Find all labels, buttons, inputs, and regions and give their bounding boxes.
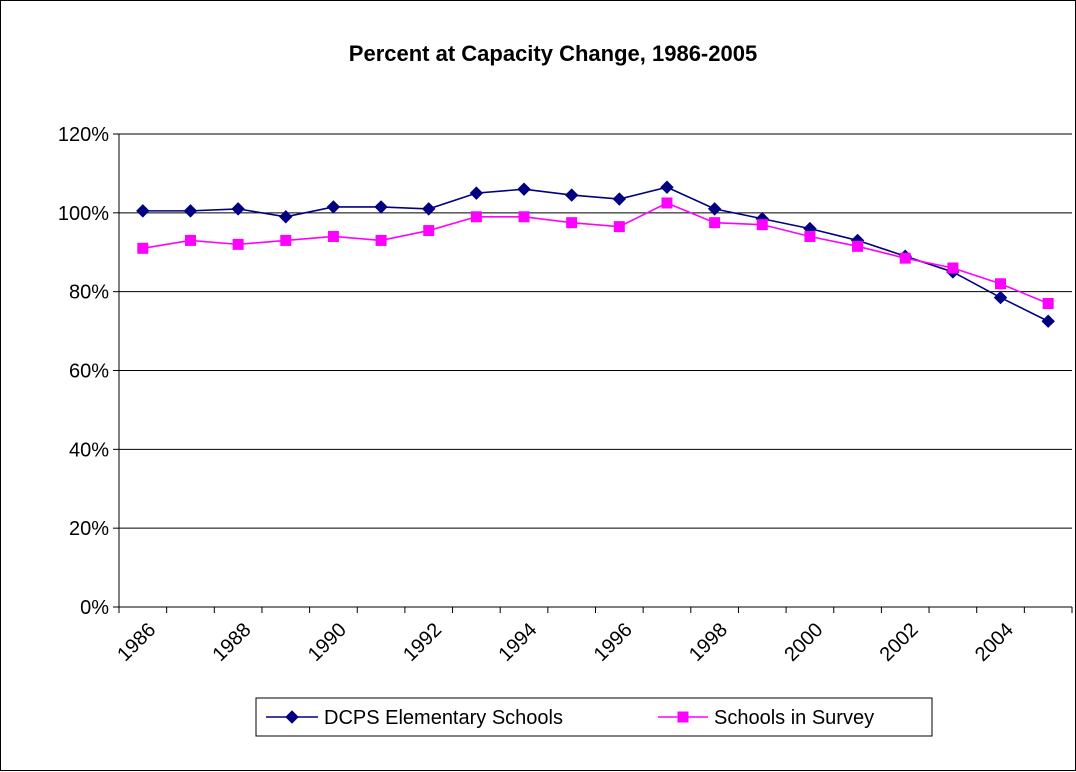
- data-point: [612, 192, 627, 206]
- series-line: [142, 202, 1049, 305]
- data-point: [947, 262, 959, 274]
- y-tick-label: 60%: [69, 361, 109, 383]
- legend-label: DCPS Elementary Schools: [324, 707, 563, 729]
- y-tick-label: 40%: [69, 439, 109, 461]
- x-axis-ticks: 1986 1988 1990 1992 1994 1996 1998 2000 2002 2004: [113, 607, 1073, 666]
- x-tick-label: 1994: [494, 619, 541, 666]
- x-tick-label: 2004: [971, 619, 1018, 666]
- y-tick-label: 20%: [69, 518, 109, 540]
- legend-entry: DCPS Elementary Schools: [266, 707, 563, 729]
- legend-marker: [285, 710, 299, 724]
- y-tick-label: 0%: [80, 597, 109, 619]
- data-point: [852, 240, 864, 252]
- y-tick-label: 100%: [58, 203, 109, 225]
- chart-title: Percent at Capacity Change, 1986-2005: [349, 41, 757, 66]
- legend-marker: [677, 711, 689, 723]
- data-point: [279, 210, 293, 224]
- data-point: [899, 252, 911, 264]
- series-dcps-elementary-schools: [136, 180, 1055, 328]
- legend-label: Schools in Survey: [714, 707, 874, 729]
- x-tick-label: 1992: [399, 619, 446, 666]
- y-axis-ticks: 0% 20% 40% 60% 80% 100% 120%: [58, 124, 119, 619]
- data-point: [709, 217, 721, 229]
- data-point: [804, 230, 816, 242]
- legend: DCPS Elementary Schools Schools in Survey: [255, 697, 933, 737]
- data-point: [326, 200, 341, 214]
- series-line: [142, 186, 1049, 322]
- data-point: [707, 202, 722, 216]
- data-point: [469, 186, 484, 200]
- data-point: [137, 242, 149, 254]
- data-point: [993, 290, 1008, 305]
- x-tick-label: 1990: [304, 619, 351, 666]
- legend-entry: Schools in Survey: [658, 707, 874, 729]
- data-point: [423, 225, 435, 237]
- data-point: [422, 202, 436, 216]
- data-point: [280, 234, 292, 246]
- data-point: [613, 221, 625, 233]
- data-point: [470, 211, 482, 223]
- gridlines: [119, 133, 1072, 529]
- data-point: [661, 197, 673, 209]
- data-point: [566, 217, 578, 229]
- x-tick-label: 1996: [590, 619, 637, 666]
- data-point: [995, 278, 1007, 290]
- x-tick-label: 1988: [209, 619, 256, 666]
- data-point: [1041, 314, 1055, 328]
- data-point: [231, 202, 245, 216]
- data-point: [232, 238, 244, 250]
- data-point: [327, 230, 339, 242]
- series-schools-in-survey: [137, 197, 1054, 309]
- data-point: [1042, 297, 1054, 309]
- data-point: [517, 182, 531, 196]
- x-tick-label: 2000: [780, 619, 827, 666]
- data-series: [136, 180, 1055, 328]
- data-point: [136, 204, 150, 218]
- x-tick-label: 2002: [876, 619, 923, 666]
- data-point: [375, 234, 387, 246]
- data-point: [183, 204, 198, 218]
- data-point: [564, 188, 579, 202]
- y-tick-label: 120%: [58, 124, 109, 146]
- x-tick-label: 1986: [113, 619, 160, 666]
- data-point: [660, 180, 674, 194]
- legend-box: [255, 697, 933, 737]
- data-point: [184, 234, 196, 246]
- data-point: [518, 211, 530, 223]
- y-tick-label: 80%: [69, 282, 109, 304]
- data-point: [756, 219, 768, 231]
- x-tick-label: 1998: [685, 619, 732, 666]
- data-point: [374, 200, 388, 214]
